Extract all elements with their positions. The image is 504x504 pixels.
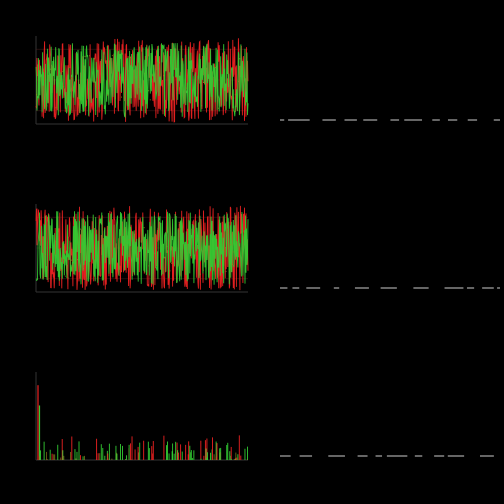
speckle	[227, 226, 228, 227]
speckle	[239, 58, 240, 59]
speckle	[85, 56, 86, 57]
speckle	[63, 86, 64, 87]
speckle	[71, 78, 72, 79]
speckle	[232, 264, 233, 265]
speckle	[77, 259, 78, 260]
speckle	[45, 254, 46, 255]
speckle	[150, 99, 151, 100]
speckle	[164, 75, 165, 76]
speckle	[109, 80, 110, 81]
speckle	[50, 69, 51, 70]
speckle	[135, 96, 136, 97]
speckle	[230, 244, 231, 245]
multi-panel-chart	[0, 0, 504, 504]
speckle	[83, 268, 84, 269]
panel-middle	[36, 204, 248, 292]
speckle	[238, 81, 239, 82]
speckle	[79, 97, 80, 98]
speckle	[223, 250, 224, 251]
speckle	[148, 265, 149, 266]
speckle	[201, 105, 202, 106]
speckle	[215, 67, 216, 68]
speckle	[218, 108, 219, 109]
speckle	[36, 94, 37, 95]
speckle	[65, 276, 66, 277]
speckle	[233, 251, 234, 252]
speckle	[141, 240, 142, 241]
speckle	[203, 82, 204, 83]
speckle	[126, 244, 127, 245]
speckle	[226, 271, 227, 272]
speckle	[121, 97, 122, 98]
speckle	[83, 63, 84, 64]
speckle	[170, 270, 171, 271]
speckle	[233, 98, 234, 99]
speckle	[159, 62, 160, 63]
speckle	[80, 229, 81, 230]
speckle	[121, 271, 122, 272]
speckle	[179, 222, 180, 223]
speckle	[245, 227, 246, 228]
speckle	[47, 105, 48, 106]
speckle	[204, 68, 205, 69]
speckle	[214, 270, 215, 271]
speckle	[173, 262, 174, 263]
speckle	[154, 253, 155, 254]
speckle	[109, 221, 110, 222]
speckle	[89, 55, 90, 56]
speckle	[203, 270, 204, 271]
speckle	[62, 71, 63, 72]
speckle	[130, 56, 131, 57]
speckle	[60, 80, 61, 81]
speckle	[194, 74, 195, 75]
speckle	[197, 238, 198, 239]
speckle	[112, 55, 113, 56]
speckle	[171, 263, 172, 264]
speckle	[170, 73, 171, 74]
speckle	[106, 239, 107, 240]
speckle	[211, 98, 212, 99]
speckle	[241, 231, 242, 232]
panel-top	[36, 36, 248, 124]
speckle	[167, 246, 168, 247]
speckle	[157, 228, 158, 229]
speckle	[165, 100, 166, 101]
speckle	[94, 58, 95, 59]
speckle	[71, 260, 72, 261]
speckle	[244, 232, 245, 233]
speckle	[142, 104, 143, 105]
speckle	[95, 86, 96, 87]
speckle	[235, 94, 236, 95]
speckle	[129, 239, 130, 240]
speckle	[186, 88, 187, 89]
speckle	[144, 227, 145, 228]
speckle	[200, 274, 201, 275]
speckle	[56, 107, 57, 108]
speckle	[148, 90, 149, 91]
speckle	[129, 70, 130, 71]
speckle	[68, 277, 69, 278]
speckle	[220, 270, 221, 271]
